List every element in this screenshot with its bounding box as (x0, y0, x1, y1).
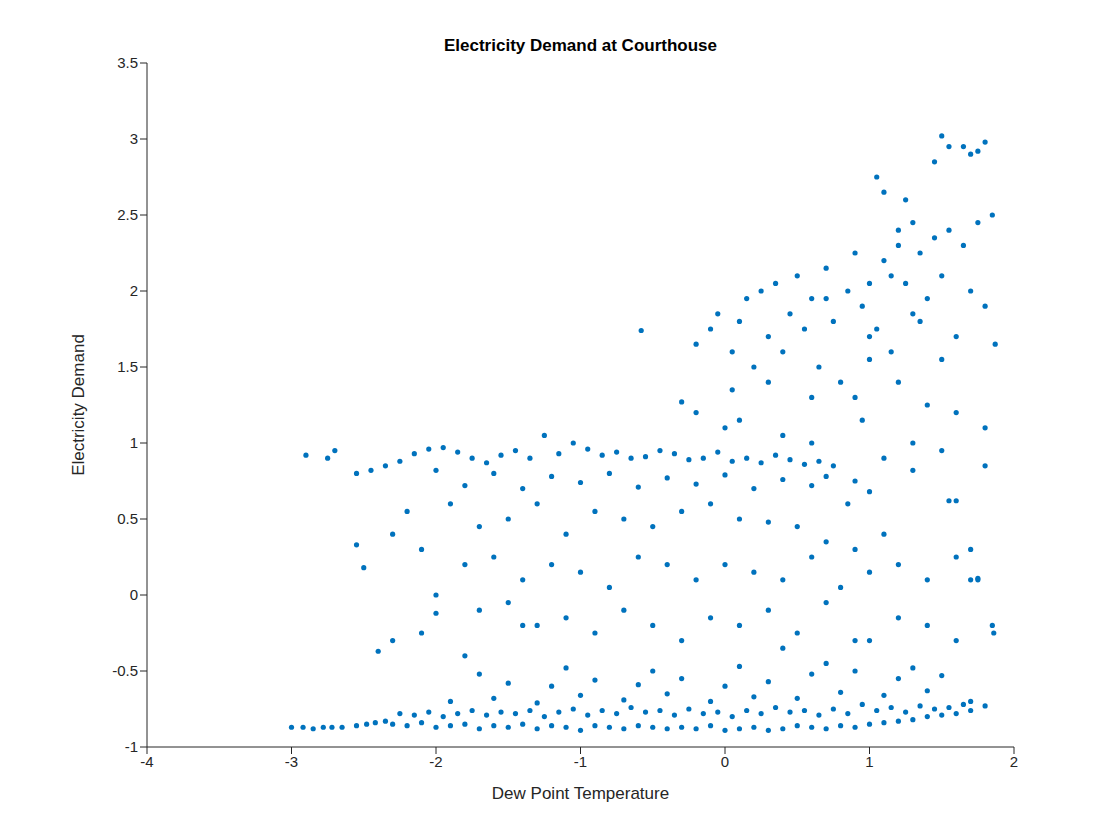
svg-text:-0.5: -0.5 (112, 662, 138, 679)
svg-text:-4: -4 (140, 753, 153, 770)
html-text:Electricity Demand at Courthou: Electricity Demand at Courthouse (444, 36, 717, 55)
svg-text:-1: -1 (574, 753, 587, 770)
svg-text:Dew Point Temperature: Dew Point Temperature (492, 784, 669, 803)
svg-text:2.5: 2.5 (117, 206, 138, 223)
svg-text:3: 3 (130, 130, 138, 147)
svg-text:-2: -2 (429, 753, 442, 770)
svg-text:2: 2 (130, 282, 138, 299)
svg-text:Electricity Demand: Electricity Demand (69, 334, 88, 476)
svg-text:3.5: 3.5 (117, 54, 138, 71)
svg-text:0: 0 (721, 753, 729, 770)
svg-text:1: 1 (865, 753, 873, 770)
svg-text:1: 1 (130, 434, 138, 451)
svg-text:2: 2 (1010, 753, 1018, 770)
svg-text:0.5: 0.5 (117, 510, 138, 527)
svg-text:-1: -1 (125, 738, 138, 755)
svg-text:1.5: 1.5 (117, 358, 138, 375)
svg-text:0: 0 (130, 586, 138, 603)
svg-text:-3: -3 (285, 753, 298, 770)
